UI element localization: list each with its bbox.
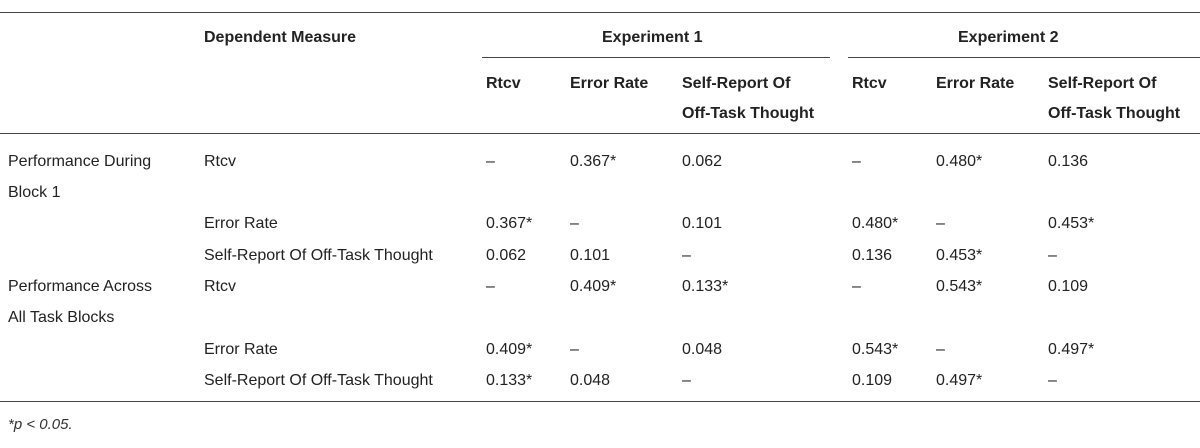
group-label: Block 1	[8, 184, 61, 201]
header-experiment-1: Experiment 1	[602, 29, 703, 46]
table-cell: 0.543*	[852, 341, 899, 358]
table-cell: 0.048	[570, 372, 611, 389]
table-cell: 0.497*	[1048, 341, 1095, 358]
table-cell: –	[570, 341, 579, 358]
table-cell: 0.367*	[570, 153, 617, 170]
table-cell: –	[1048, 372, 1057, 389]
table-cell: 0.062	[682, 153, 723, 170]
table-cell: –	[486, 278, 495, 295]
table-cell: 0.109	[852, 372, 893, 389]
table-cell: 0.453*	[1048, 215, 1095, 232]
table-cell: 0.133*	[682, 278, 729, 295]
row-measure: Rtcv	[204, 153, 236, 170]
table-cell: –	[570, 215, 579, 232]
table-cell: –	[1048, 247, 1057, 264]
header-exp1-error-rate: Error Rate	[570, 75, 649, 92]
table-cell: 0.409*	[570, 278, 617, 295]
row-measure: Self-Report Of Off-Task Thought	[204, 247, 433, 264]
header-exp2-self-report-line2: Off-Task Thought	[1048, 105, 1181, 122]
header-exp2-rtcv: Rtcv	[852, 75, 887, 92]
row-measure: Self-Report Of Off-Task Thought	[204, 372, 433, 389]
table-cell: 0.480*	[852, 215, 899, 232]
group-label: Performance During	[8, 153, 152, 170]
table-cell: 0.367*	[486, 215, 533, 232]
table-cell: –	[682, 372, 691, 389]
table-cell: –	[682, 247, 691, 264]
experiment-2-rule	[848, 57, 1200, 58]
group-label: All Task Blocks	[8, 309, 115, 326]
table-cell: 0.409*	[486, 341, 533, 358]
table-cell: 0.109	[1048, 278, 1089, 295]
header-exp1-self-report-line1: Self-Report Of	[682, 75, 791, 92]
table-cell: 0.062	[486, 247, 527, 264]
table-footnote: *p < 0.05.	[8, 416, 73, 433]
table-cell: 0.101	[682, 215, 723, 232]
table-cell: 0.136	[852, 247, 893, 264]
table-bottom-rule	[0, 401, 1200, 402]
table-cell: 0.133*	[486, 372, 533, 389]
top-rule	[0, 12, 1200, 13]
table-cell: 0.101	[570, 247, 611, 264]
header-exp1-self-report-line2: Off-Task Thought	[682, 105, 815, 122]
row-measure: Error Rate	[204, 341, 278, 358]
table-cell: 0.543*	[936, 278, 983, 295]
header-bottom-rule	[0, 133, 1200, 134]
table-cell: –	[852, 278, 861, 295]
header-exp2-error-rate: Error Rate	[936, 75, 1015, 92]
experiment-1-rule	[482, 57, 830, 58]
header-dependent-measure: Dependent Measure	[204, 29, 357, 46]
table-cell: –	[852, 153, 861, 170]
table-cell: 0.497*	[936, 372, 983, 389]
table-cell: –	[936, 215, 945, 232]
table-cell: –	[936, 341, 945, 358]
header-exp1-rtcv: Rtcv	[486, 75, 521, 92]
table-cell: 0.453*	[936, 247, 983, 264]
row-measure: Rtcv	[204, 278, 236, 295]
table-cell: 0.048	[682, 341, 723, 358]
table-cell: –	[486, 153, 495, 170]
group-label: Performance Across	[8, 278, 153, 295]
header-exp2-self-report-line1: Self-Report Of	[1048, 75, 1157, 92]
table-cell: 0.480*	[936, 153, 983, 170]
header-experiment-2: Experiment 2	[958, 29, 1059, 46]
table-cell: 0.136	[1048, 153, 1089, 170]
row-measure: Error Rate	[204, 215, 278, 232]
